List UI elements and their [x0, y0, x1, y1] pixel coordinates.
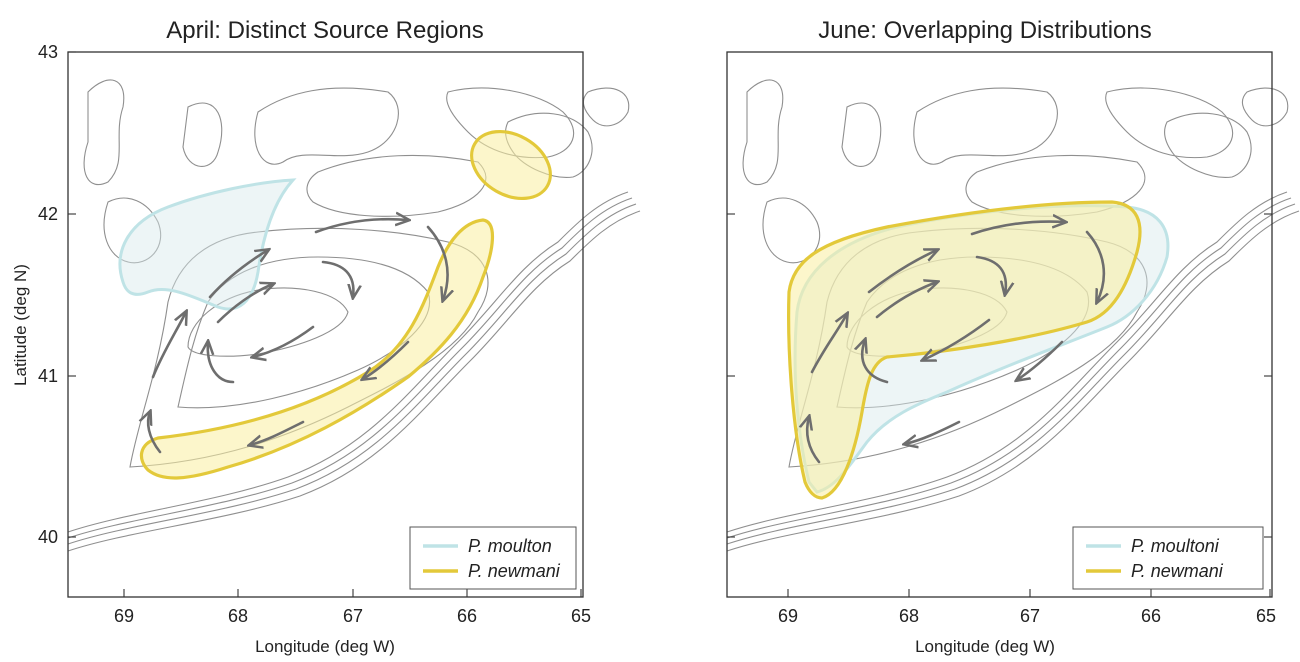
y-tick-label: 41: [38, 366, 58, 386]
legend-box: [1072, 526, 1264, 590]
flow-arrow: [321, 260, 353, 297]
flow-arrow: [208, 342, 235, 384]
flow-arrow: [314, 219, 408, 234]
legend: P. moultoni P. newmani: [1072, 526, 1264, 590]
panel-april: April: Distinct Source Regions: [11, 17, 641, 656]
y-axis-label: Latitude (deg N): [11, 264, 30, 386]
flow-arrow: [1085, 230, 1104, 302]
x-tick-label: 66: [1141, 606, 1161, 626]
x-tick-label: 68: [228, 606, 248, 626]
flow-arrow: [810, 314, 847, 374]
legend: P. moulton P. newmani: [409, 526, 577, 590]
flow-arrow: [862, 340, 889, 384]
flow-arrow: [216, 284, 273, 324]
x-tick-label: 65: [1256, 606, 1276, 626]
legend-label-moulton: P. moultoni: [1131, 536, 1220, 556]
flow-arrow: [363, 340, 410, 379]
flow-arrow: [975, 255, 1006, 294]
legend-label-moulton: P. moulton: [468, 536, 552, 556]
plot-frame: [726, 51, 1273, 598]
x-axis-label: Longitude (deg W): [255, 637, 395, 656]
flow-arrow: [253, 325, 315, 357]
legend-box: [409, 526, 577, 590]
legend-label-newman: P. newmani: [468, 561, 561, 581]
flow-arrow: [426, 225, 448, 300]
y-tick-label: 40: [38, 527, 58, 547]
newman-region: [787, 200, 1142, 500]
panel-title: April: Distinct Source Regions: [166, 17, 483, 44]
flow-arrows: [148, 219, 448, 454]
y-tick-label: 42: [38, 204, 58, 224]
flow-arrow: [867, 250, 937, 294]
legend-label-newman: P. newmani: [1131, 561, 1224, 581]
y-ticks: 43 42 41 40: [38, 42, 76, 547]
x-tick-label: 68: [899, 606, 919, 626]
y-ticks: [727, 213, 1272, 538]
flow-arrow: [1017, 340, 1064, 380]
flow-arrow: [208, 250, 268, 299]
bathymetry-contours: [67, 79, 641, 552]
x-tick-label: 69: [114, 606, 134, 626]
x-ticks: 69 68 67 66 65: [114, 589, 591, 626]
x-tick-label: 69: [778, 606, 798, 626]
plot-frame: [67, 51, 584, 598]
y-tick-label: 43: [38, 42, 58, 62]
x-tick-label: 67: [1020, 606, 1040, 626]
flow-arrow: [148, 412, 162, 454]
newman-region-shelf: [139, 218, 495, 480]
flow-arrow: [970, 222, 1065, 236]
x-tick-label: 65: [571, 606, 591, 626]
flow-arrow: [923, 318, 991, 360]
x-tick-label: 67: [343, 606, 363, 626]
map-area: [67, 79, 641, 552]
panel-june: June: Overlapping Distributions: [726, 17, 1300, 656]
x-axis-label: Longitude (deg W): [915, 637, 1055, 656]
newman-region-northeast: [470, 129, 552, 201]
panel-title: June: Overlapping Distributions: [818, 17, 1152, 44]
flow-arrow: [151, 312, 186, 379]
flow-arrow: [807, 417, 821, 464]
map-area: [726, 79, 1300, 552]
x-tick-label: 66: [457, 606, 477, 626]
flow-arrows: [807, 222, 1104, 464]
flow-arrow: [250, 420, 305, 445]
x-ticks: 69 68 67 66 65: [778, 589, 1276, 626]
flow-arrow: [875, 282, 937, 319]
flow-arrow: [905, 420, 961, 444]
moulton-region: [118, 178, 297, 311]
